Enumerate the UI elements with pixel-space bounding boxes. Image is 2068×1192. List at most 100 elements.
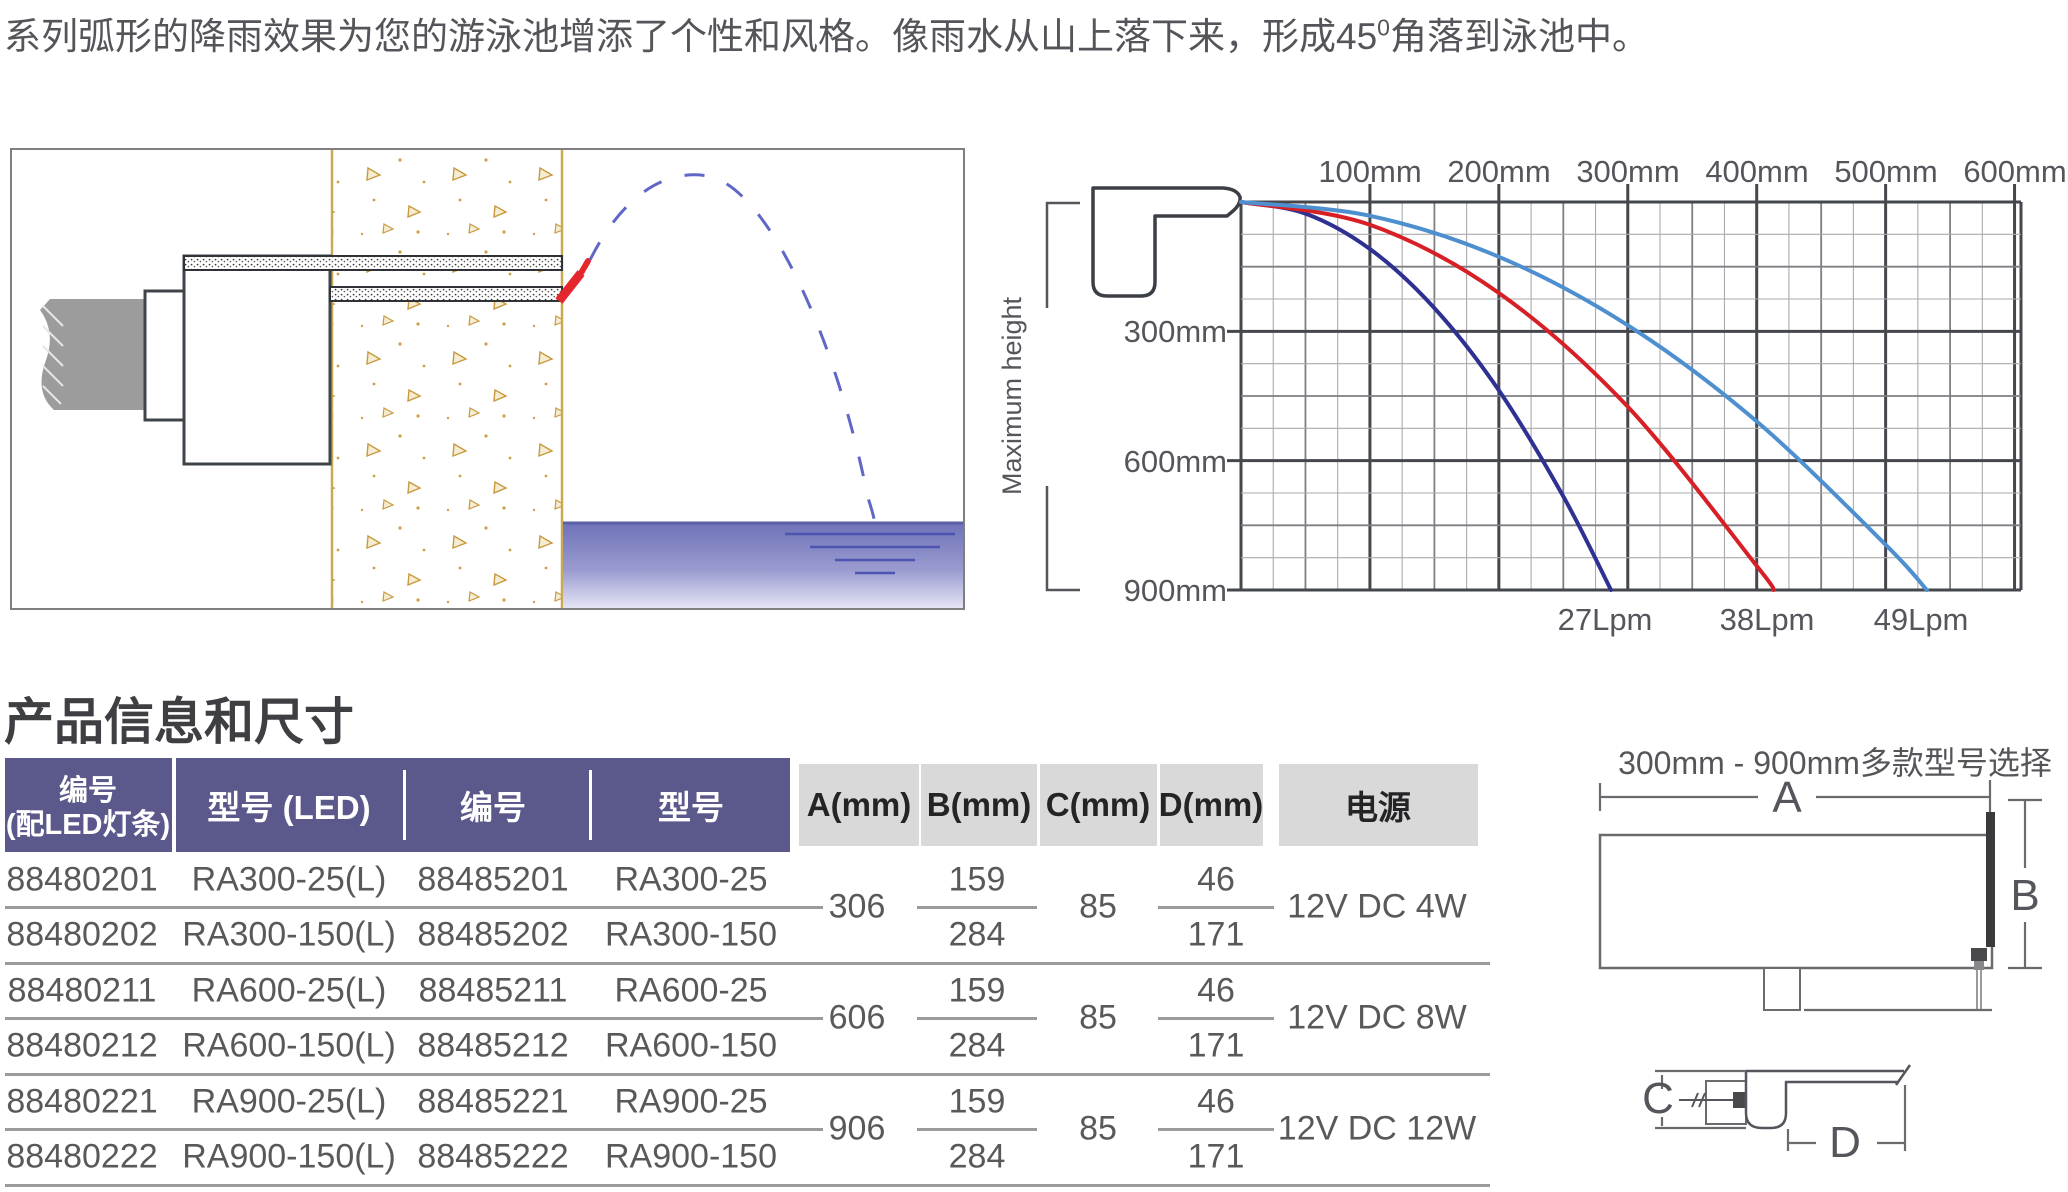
product-table: 编号 (配LED灯条) 型号 (LED) 编号 型号 A(mm) B(mm) C… bbox=[5, 758, 1490, 1188]
header-label-model-led: 型号 (LED) bbox=[207, 789, 371, 826]
front-view-dimensions: A B bbox=[1598, 780, 2042, 1012]
table-cell: 88480202 bbox=[6, 915, 158, 954]
table-cell-d-top: 46 bbox=[1197, 1082, 1235, 1121]
table-cell: RA600-25(L) bbox=[191, 971, 387, 1010]
table-cell: 88485221 bbox=[417, 1082, 569, 1121]
header-label-code-led-2: (配LED灯条) bbox=[5, 809, 171, 841]
table-cell: RA300-150(L) bbox=[182, 915, 396, 954]
trajectory-chart: Maximum height 100mm 200mm 300mm 400mm 5… bbox=[997, 154, 2067, 637]
wall-section bbox=[333, 150, 561, 608]
flow-curve-0 bbox=[1239, 200, 1613, 592]
table-cell-d-bottom: 171 bbox=[1187, 1026, 1245, 1065]
water-trajectory-dashed bbox=[588, 173, 879, 543]
flow-label-0: 27Lpm bbox=[1558, 602, 1653, 637]
table-cell: 88480201 bbox=[6, 860, 158, 899]
spout-profile-icon bbox=[1091, 186, 1242, 298]
table-cell-d-top: 46 bbox=[1197, 971, 1235, 1010]
intro-part2: 角落到泳池中。 bbox=[1389, 16, 1649, 57]
pair-separator bbox=[5, 906, 823, 909]
table-cell-c: 85 bbox=[1079, 1109, 1117, 1148]
table-cell-b-top: 159 bbox=[948, 1082, 1006, 1121]
dim-d-lines bbox=[1786, 1085, 1907, 1151]
table-cell: RA600-150(L) bbox=[182, 1026, 396, 1065]
dim-b-label: B bbox=[2010, 871, 2039, 920]
flow-label-2: 49Lpm bbox=[1874, 602, 1969, 637]
y-axis-title: Maximum height bbox=[997, 296, 1027, 495]
spout-side-profile bbox=[1744, 1064, 1912, 1130]
x-tick-100: 100mm bbox=[1318, 154, 1421, 189]
header-label-b: B(mm) bbox=[926, 786, 1032, 823]
table-cell-d-top: 46 bbox=[1197, 860, 1235, 899]
water-ripples bbox=[785, 532, 955, 575]
table-cell: 88485202 bbox=[417, 915, 569, 954]
header-label-model: 型号 bbox=[658, 789, 724, 826]
fraction-bar-b bbox=[917, 906, 1037, 909]
header-cell-b bbox=[921, 764, 1037, 846]
section-title: 产品信息和尺寸 bbox=[4, 694, 354, 750]
table-cell-a: 606 bbox=[828, 998, 886, 1037]
table-cell: RA300-150 bbox=[604, 915, 778, 954]
table-cell: RA600-25 bbox=[614, 971, 768, 1010]
header-cell-code-led bbox=[5, 758, 172, 852]
table-cell-a: 306 bbox=[828, 887, 886, 926]
x-tick-400: 400mm bbox=[1705, 154, 1808, 189]
cable-icon bbox=[1679, 1092, 1746, 1108]
table-cell-a: 906 bbox=[828, 1109, 886, 1148]
table-cell-d-bottom: 171 bbox=[1187, 1137, 1245, 1176]
diagram-border bbox=[10, 148, 965, 610]
y-tick-600: 600mm bbox=[1124, 444, 1227, 479]
table-cell-b-top: 159 bbox=[948, 860, 1006, 899]
table-cell-power: 12V DC 8W bbox=[1287, 998, 1467, 1037]
header-block-models bbox=[176, 758, 790, 852]
table-cell: RA600-150 bbox=[604, 1026, 778, 1065]
header-label-d: D(mm) bbox=[1158, 786, 1264, 823]
header-label-code: 编号 bbox=[460, 789, 526, 826]
table-cell: RA300-25(L) bbox=[191, 860, 387, 899]
table-cell: RA900-25(L) bbox=[191, 1082, 387, 1121]
table-cell-c: 85 bbox=[1079, 998, 1117, 1037]
table-cell: 88485212 bbox=[417, 1026, 569, 1065]
header-divider-2 bbox=[589, 770, 592, 840]
header-label-c: C(mm) bbox=[1045, 786, 1151, 823]
fraction-bar-b bbox=[917, 1128, 1037, 1131]
fraction-bar-d bbox=[1158, 906, 1274, 909]
unit-bottom-plate bbox=[329, 286, 563, 302]
rain-unit-body bbox=[182, 254, 332, 466]
table-cell: RA300-25 bbox=[614, 860, 768, 899]
header-label-a: A(mm) bbox=[806, 786, 912, 823]
table-cell: RA900-150 bbox=[604, 1137, 778, 1176]
x-tick-600: 600mm bbox=[1963, 154, 2066, 189]
y-tick-300: 300mm bbox=[1124, 314, 1227, 349]
x-tick-500: 500mm bbox=[1834, 154, 1937, 189]
installation-diagram bbox=[10, 148, 965, 610]
table-cell-power: 12V DC 12W bbox=[1277, 1109, 1477, 1148]
dim-a-label: A bbox=[1772, 780, 1802, 822]
dim-c-lines bbox=[1655, 1069, 1746, 1130]
size-range-caption: 300mm - 900mm多款型号选择 bbox=[1618, 745, 2052, 781]
table-cell: 88480221 bbox=[6, 1082, 158, 1121]
table-cell-b-top: 159 bbox=[948, 971, 1006, 1010]
chart-grid bbox=[1227, 184, 2023, 592]
pipe-coupling bbox=[143, 289, 186, 422]
side-view-dimensions: C D bbox=[1642, 1064, 1912, 1167]
intro-text: 系列弧形的降雨效果为您的游泳池增添了个性和风格。像雨水从山上落下来，形成450角… bbox=[4, 6, 1649, 60]
table-cell-d-bottom: 171 bbox=[1187, 915, 1245, 954]
height-bracket bbox=[1045, 201, 1080, 592]
flow-curve-1 bbox=[1239, 200, 1776, 592]
pair-separator bbox=[5, 1017, 823, 1020]
table-cell-c: 85 bbox=[1079, 887, 1117, 926]
table-cell-power: 12V DC 4W bbox=[1287, 887, 1467, 926]
group-separator bbox=[5, 962, 1490, 965]
end-cap-bar bbox=[1986, 812, 1995, 947]
pool-water bbox=[563, 521, 963, 609]
header-divider-1 bbox=[403, 770, 406, 840]
intro-part1: 系列弧形的降雨效果为您的游泳池增添了个性和风格。像雨水从山上落下来，形成45 bbox=[4, 16, 1378, 57]
y-tick-900: 900mm bbox=[1124, 573, 1227, 608]
supply-pipe-icon bbox=[40, 299, 145, 410]
nozzle-icon bbox=[555, 258, 591, 304]
fraction-bar-d bbox=[1158, 1017, 1274, 1020]
header-cell-c bbox=[1040, 764, 1157, 846]
pair-separator bbox=[5, 1128, 823, 1131]
table-cell: 88485201 bbox=[417, 860, 569, 899]
